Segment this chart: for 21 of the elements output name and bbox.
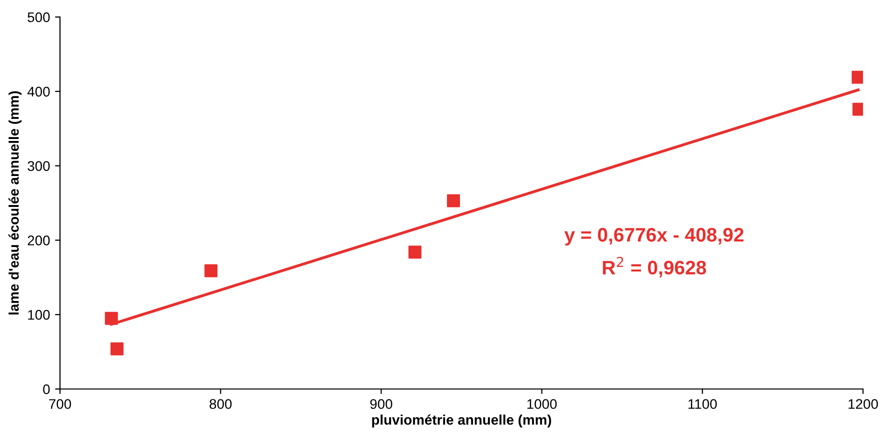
point	[446, 194, 460, 208]
point	[204, 264, 218, 278]
x-tick-label: 700	[49, 399, 72, 409]
y-tick-label: 100	[28, 310, 50, 320]
y-tick-label: 500	[28, 12, 50, 22]
y-tick-label: 0	[43, 384, 50, 394]
point	[110, 342, 124, 356]
annotation: y = 0,6776x - 408,92	[564, 228, 744, 246]
y-tick-label: 200	[28, 236, 50, 246]
x-tick-label: 1200	[848, 399, 878, 409]
y-tick-label: 300	[28, 161, 50, 171]
point	[104, 312, 118, 325]
x-tick-label: 900	[370, 399, 392, 409]
x-tick-label: 1100	[688, 399, 717, 409]
y-axis-title: lame d'eau écoulée annuelle (mm)	[8, 91, 22, 314]
x-tick-label: 1000	[527, 399, 557, 409]
annotation: R$^{2}$ = 0,9628	[602, 256, 706, 278]
point	[408, 246, 422, 259]
x-axis-title: pluviométrie annuelle (mm)	[372, 414, 552, 428]
y-tick-label: 400	[27, 86, 50, 97]
x-tick-label: 800	[210, 399, 232, 409]
